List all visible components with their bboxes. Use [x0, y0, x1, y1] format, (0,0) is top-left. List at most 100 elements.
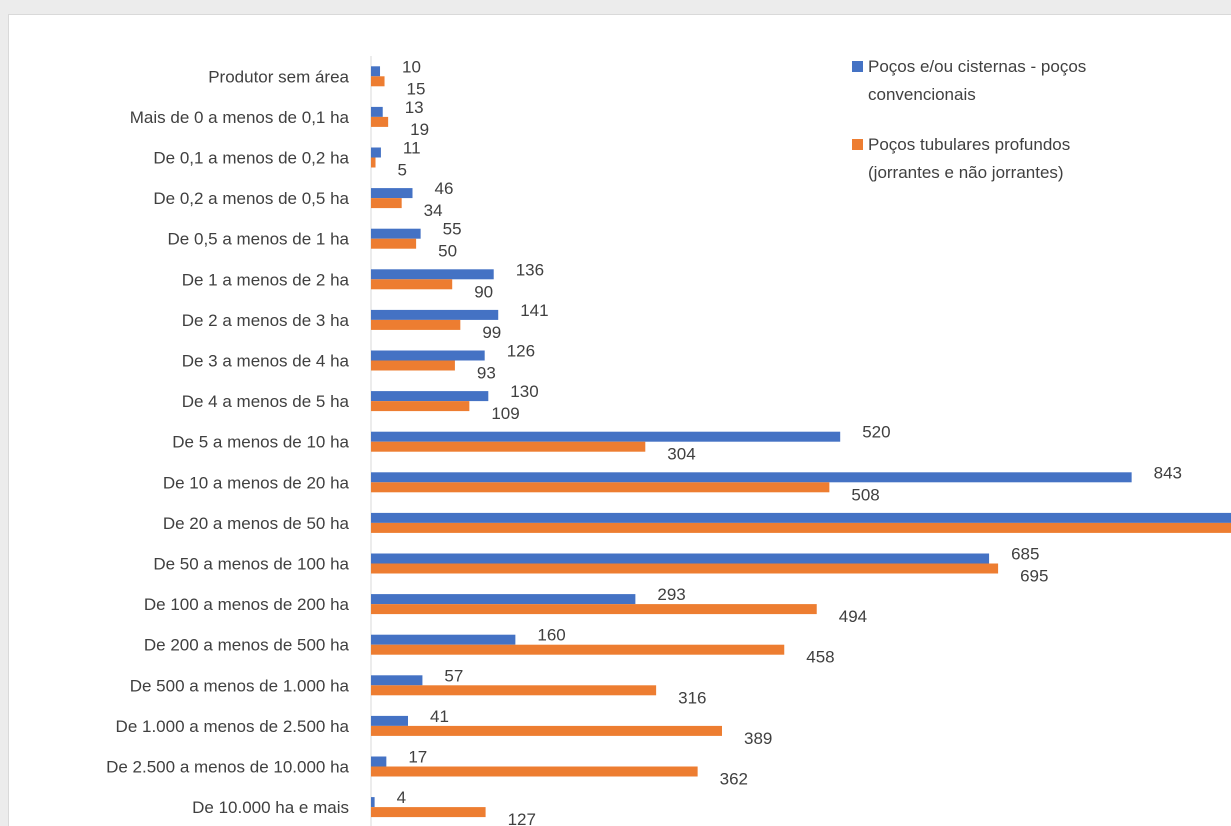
data-label: 34	[424, 201, 443, 220]
bar-pocos-tubulares	[371, 441, 646, 452]
bar-pocos-convencionais	[371, 472, 1132, 483]
bar-pocos-tubulares	[371, 116, 389, 127]
bar-pocos-tubulares	[371, 319, 461, 330]
bar-pocos-tubulares	[371, 360, 455, 371]
data-label: 17	[408, 748, 427, 767]
bar-pocos-convencionais	[371, 350, 485, 361]
legend-label: Poços e/ou cisternas - poços	[868, 57, 1086, 76]
bar-pocos-tubulares	[371, 685, 657, 696]
bar-pocos-tubulares	[371, 644, 785, 655]
legend-swatch-pocos-tubulares	[852, 139, 863, 150]
bar-pocos-tubulares	[371, 482, 830, 493]
bar-pocos-tubulares	[371, 725, 722, 736]
bar-pocos-convencionais	[371, 553, 990, 564]
category-label: De 500 a menos de 1.000 ha	[130, 676, 350, 695]
category-label: De 0,5 a menos de 1 ha	[168, 230, 350, 249]
bar-pocos-tubulares	[371, 279, 453, 290]
data-label: 130	[510, 382, 538, 401]
bar-pocos-convencionais	[371, 106, 383, 117]
data-label: 57	[444, 666, 463, 685]
bar-pocos-convencionais	[371, 715, 408, 726]
category-label: De 2.500 a menos de 10.000 ha	[106, 758, 349, 777]
chart-area: Produtor sem área 10 15 Mais de 0 a menos d…	[8, 14, 1231, 826]
category-label: De 0,2 a menos de 0,5 ha	[153, 189, 349, 208]
data-label: 293	[657, 585, 685, 604]
data-label: 99	[482, 323, 501, 342]
data-label: 13	[405, 98, 424, 117]
data-label: 11	[403, 139, 421, 158]
category-label: De 4 a menos de 5 ha	[182, 392, 350, 411]
data-label: 126	[507, 342, 535, 361]
data-label: 55	[443, 220, 462, 239]
data-label: 10	[402, 57, 421, 76]
bar-pocos-convencionais	[371, 188, 413, 199]
data-label: 316	[678, 688, 706, 707]
data-label: 520	[862, 423, 890, 442]
category-label: De 10 a menos de 20 ha	[163, 473, 350, 492]
data-label: 109	[491, 404, 519, 423]
data-label: 46	[435, 179, 454, 198]
data-label: 141	[520, 301, 548, 320]
bar-pocos-convencionais	[371, 309, 499, 320]
bar-pocos-tubulares	[371, 563, 999, 574]
category-label: De 5 a menos de 10 ha	[172, 433, 349, 452]
data-label: 458	[806, 648, 834, 667]
category-label: De 1 a menos de 2 ha	[182, 270, 350, 289]
legend: Poços e/ou cisternas - poços convencionai…	[852, 57, 1086, 182]
bar-pocos-convencionais	[371, 634, 516, 645]
bar-pocos-tubulares	[371, 76, 385, 87]
data-label: 685	[1011, 545, 1039, 564]
bar-pocos-convencionais	[371, 512, 1231, 523]
bar-pocos-tubulares	[371, 604, 817, 615]
category-label: De 200 a menos de 500 ha	[144, 636, 350, 655]
data-label: 362	[720, 770, 748, 789]
legend-swatch-pocos-convencionais	[852, 61, 863, 72]
bar-pocos-convencionais	[371, 594, 636, 605]
data-label: 695	[1020, 567, 1048, 586]
bar-pocos-tubulares	[371, 807, 486, 818]
data-label: 15	[407, 79, 426, 98]
bar-pocos-tubulares	[371, 766, 698, 777]
data-label: 389	[744, 729, 772, 748]
data-label: 136	[516, 260, 544, 279]
data-label: 93	[477, 364, 496, 383]
bar-pocos-convencionais	[371, 756, 387, 767]
data-label: 304	[667, 445, 695, 464]
bar-pocos-tubulares	[371, 238, 417, 249]
data-label: 508	[851, 485, 879, 504]
bar-pocos-tubulares	[371, 522, 1231, 533]
data-label: 494	[839, 607, 867, 626]
bar-pocos-convencionais	[371, 66, 381, 77]
category-label: De 1.000 a menos de 2.500 ha	[116, 717, 350, 736]
bar-pocos-convencionais	[371, 391, 489, 402]
labels-layer: Produtor sem área 10 15 Mais de 0 a menos d…	[106, 57, 1182, 826]
category-label: De 20 a menos de 50 ha	[163, 514, 350, 533]
bar-pocos-convencionais	[371, 228, 421, 239]
data-label: 50	[438, 242, 457, 261]
bars-layer	[371, 66, 1231, 818]
bar-pocos-convencionais	[371, 797, 375, 808]
bar-pocos-tubulares	[371, 401, 470, 412]
legend-label: Poços tubulares profundos	[868, 135, 1070, 154]
data-label: 160	[537, 626, 565, 645]
data-label: 5	[398, 161, 407, 180]
bar-pocos-convencionais	[371, 147, 381, 158]
category-label: De 100 a menos de 200 ha	[144, 595, 350, 614]
category-label: De 3 a menos de 4 ha	[182, 352, 350, 371]
bar-pocos-tubulares	[371, 157, 376, 168]
bar-pocos-tubulares	[371, 198, 402, 209]
category-label: Produtor sem área	[208, 67, 349, 86]
category-label: De 10.000 ha e mais	[192, 798, 349, 817]
category-label: De 0,1 a menos de 0,2 ha	[153, 149, 349, 168]
data-label: 19	[410, 120, 429, 139]
data-label: 41	[430, 707, 449, 726]
category-label: De 2 a menos de 3 ha	[182, 311, 350, 330]
bar-pocos-convencionais	[371, 269, 494, 280]
data-label: 843	[1154, 463, 1182, 482]
data-label: 90	[474, 282, 493, 301]
bar-pocos-convencionais	[371, 431, 841, 442]
legend-label: (jorrantes e não jorrantes)	[868, 163, 1064, 182]
data-label: 4	[397, 788, 406, 807]
bar-chart: Produtor sem área 10 15 Mais de 0 a menos d…	[106, 56, 1231, 826]
bar-pocos-convencionais	[371, 675, 423, 686]
